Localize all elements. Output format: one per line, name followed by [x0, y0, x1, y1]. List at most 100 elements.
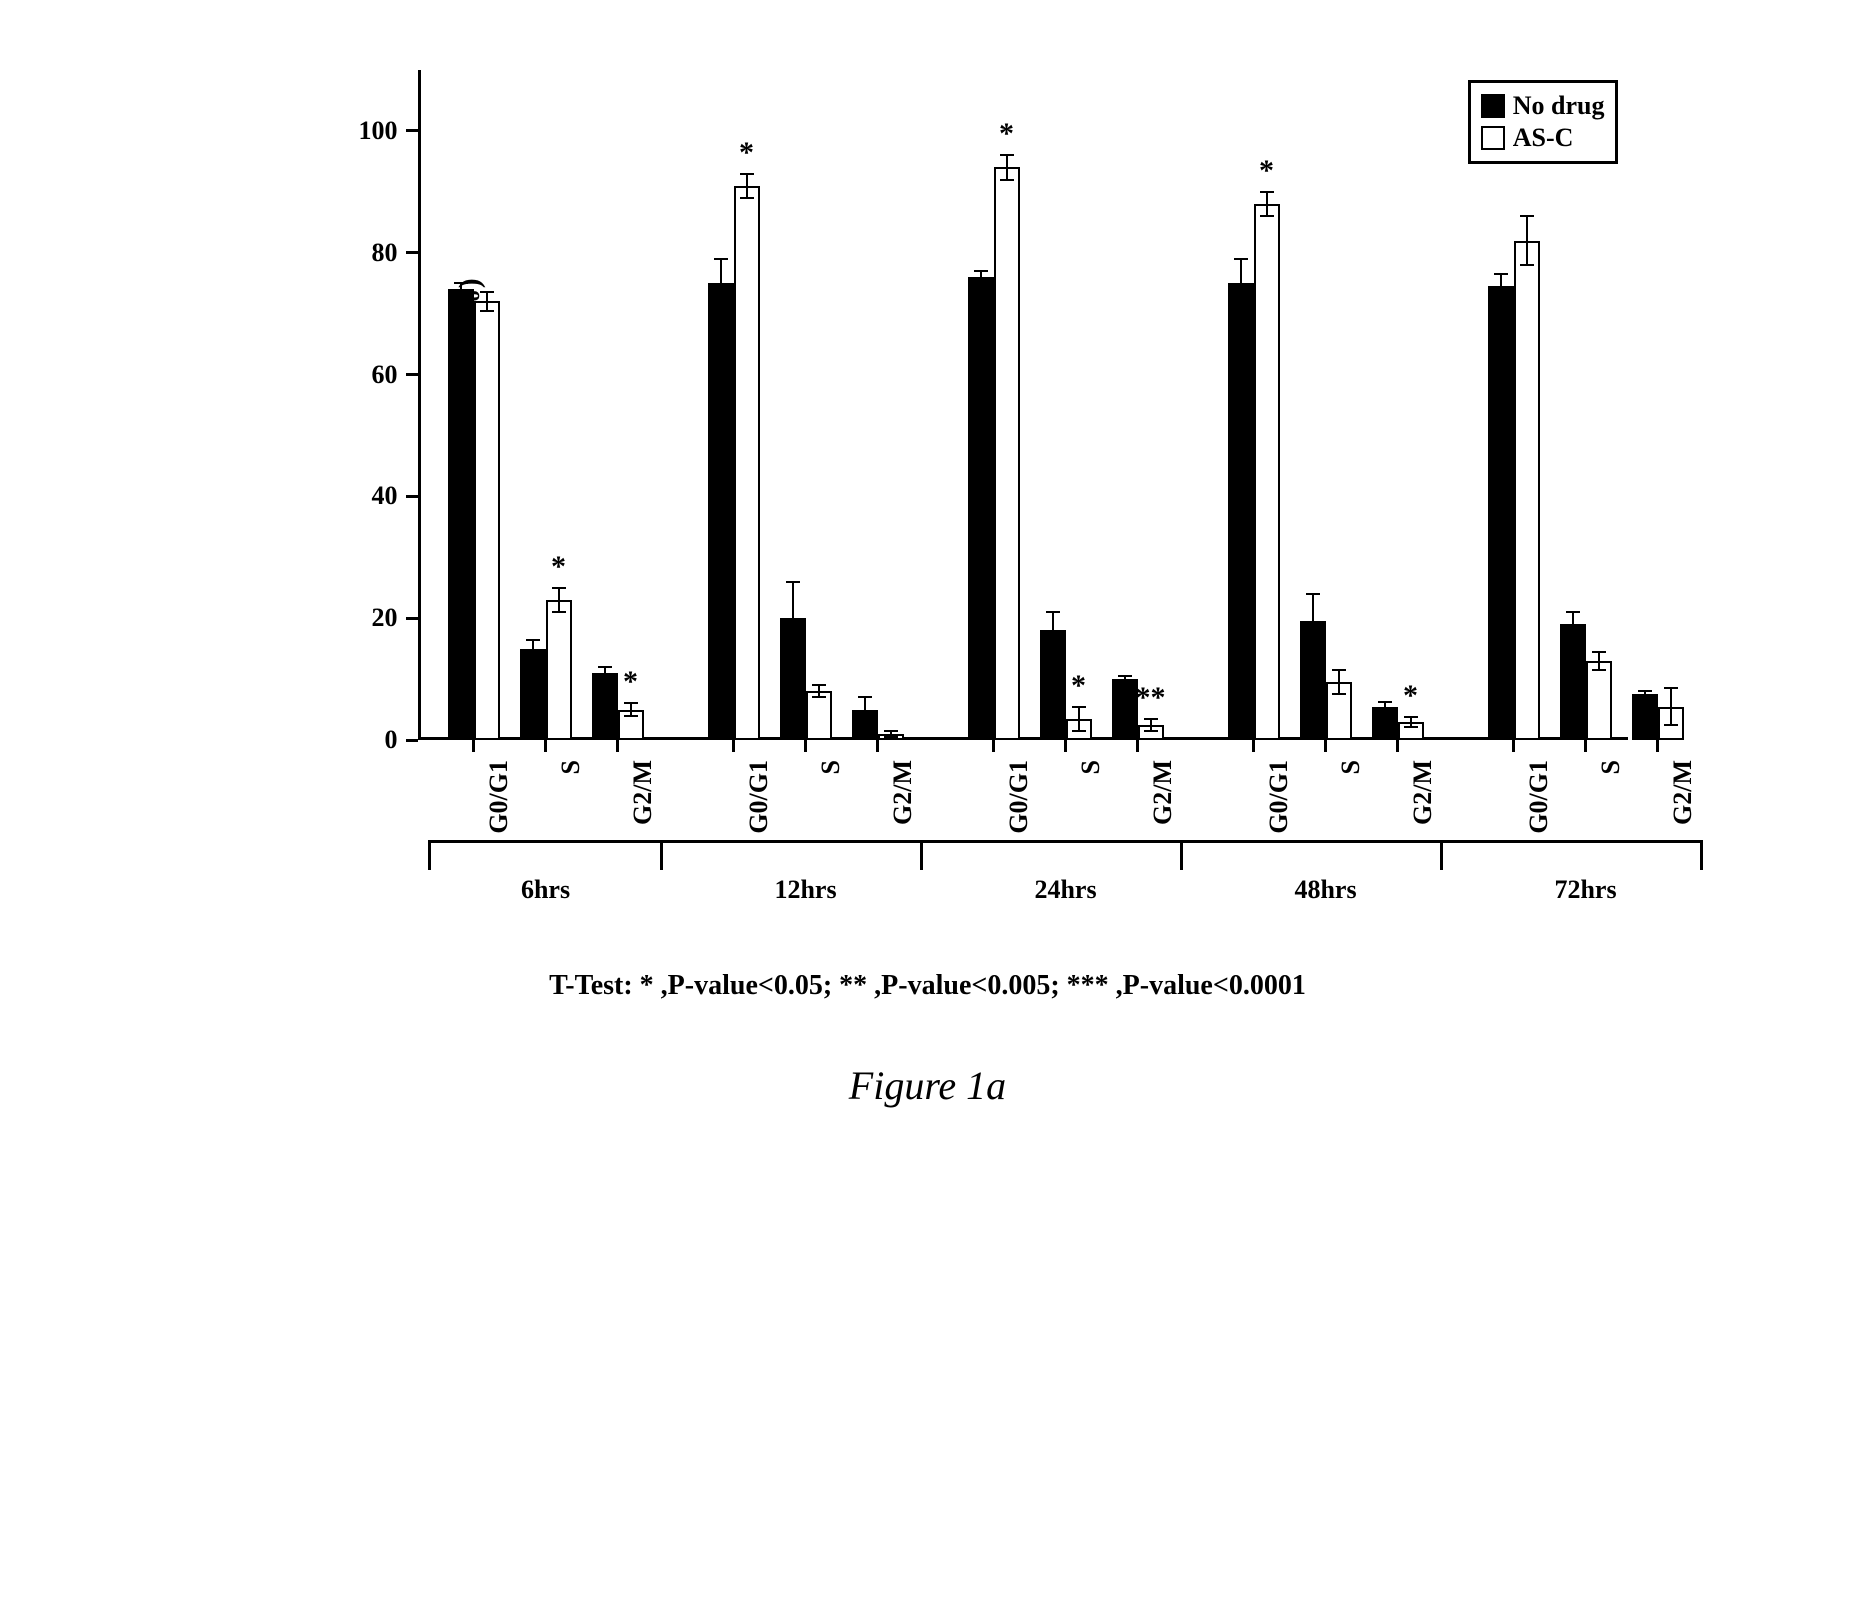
bar-asc — [546, 600, 572, 740]
x-phase-label: G0/G1 — [1524, 760, 1554, 834]
error-bar — [1572, 612, 1574, 636]
x-tick-mark — [804, 740, 807, 752]
bar-asc — [994, 167, 1020, 740]
x-tick-mark — [1512, 740, 1515, 752]
x-phase-label: S — [556, 760, 586, 774]
x-phase-label: S — [1076, 760, 1106, 774]
error-cap — [1378, 701, 1392, 703]
x-group-label: 48hrs — [1294, 875, 1356, 905]
error-cap — [1404, 716, 1418, 718]
y-tick-mark — [406, 251, 418, 254]
y-tick-mark — [406, 495, 418, 498]
error-bar — [1670, 688, 1672, 725]
x-phase-label: G0/G1 — [484, 760, 514, 834]
error-bar — [1240, 259, 1242, 308]
error-bar — [1266, 192, 1268, 216]
y-tick-label: 0 — [385, 725, 398, 755]
x-ticks: G0/G1SG2/MG0/G1SG2/MG0/G1SG2/MG0/G1SG2/M… — [418, 740, 1628, 940]
error-bar — [486, 292, 488, 310]
error-cap — [1072, 730, 1086, 732]
error-bar — [1006, 155, 1008, 179]
error-cap — [526, 639, 540, 641]
error-cap — [858, 696, 872, 698]
x-phase-label: S — [1336, 760, 1366, 774]
x-group-divider — [1180, 840, 1183, 870]
x-tick-mark — [1136, 740, 1139, 752]
legend-label-asc: AS-C — [1513, 123, 1574, 153]
error-cap — [858, 721, 872, 723]
error-cap — [1234, 307, 1248, 309]
x-group-label: 72hrs — [1554, 875, 1616, 905]
error-bar — [1078, 707, 1080, 731]
x-tick-mark — [1396, 740, 1399, 752]
error-cap — [1592, 669, 1606, 671]
bar-nodrug — [708, 283, 734, 740]
significance-marker: ** — [1136, 681, 1166, 715]
error-cap — [714, 258, 728, 260]
error-bar — [532, 640, 534, 658]
bar-asc — [806, 691, 832, 740]
error-cap — [1592, 651, 1606, 653]
error-cap — [1000, 179, 1014, 181]
error-cap — [454, 294, 468, 296]
error-bar — [792, 582, 794, 655]
error-cap — [1664, 687, 1678, 689]
error-bar — [720, 259, 722, 308]
y-tick-label: 40 — [372, 481, 398, 511]
bar-nodrug — [1488, 286, 1514, 740]
error-cap — [1378, 710, 1392, 712]
error-cap — [552, 587, 566, 589]
x-phase-label: G2/M — [1408, 760, 1438, 825]
y-tick: 20 — [348, 603, 418, 633]
t-test-caption: T-Test: * ,P-value<0.05; ** ,P-value<0.0… — [228, 970, 1628, 1002]
error-cap — [1332, 693, 1346, 695]
legend-swatch-nodrug — [1481, 94, 1505, 118]
error-cap — [1234, 258, 1248, 260]
error-cap — [526, 657, 540, 659]
y-tick-mark — [406, 373, 418, 376]
x-phase-label: S — [816, 760, 846, 774]
error-cap — [454, 282, 468, 284]
error-cap — [1144, 718, 1158, 720]
bar-nodrug — [1632, 694, 1658, 740]
y-tick: 100 — [348, 116, 418, 146]
bar-asc — [1254, 204, 1280, 740]
y-tick-label: 20 — [372, 603, 398, 633]
error-cap — [552, 611, 566, 613]
error-cap — [480, 291, 494, 293]
error-cap — [1520, 215, 1534, 217]
y-ticks: 020406080100 — [348, 70, 418, 740]
x-tick-mark — [544, 740, 547, 752]
error-bar — [1312, 594, 1314, 649]
y-tick-mark — [406, 739, 418, 742]
error-bar — [864, 697, 866, 721]
error-bar — [1598, 652, 1600, 670]
error-cap — [1118, 675, 1132, 677]
x-phase-label: G0/G1 — [744, 760, 774, 834]
legend-label-nodrug: No drug — [1513, 91, 1605, 121]
error-cap — [1046, 648, 1060, 650]
significance-marker: * — [1259, 154, 1274, 188]
error-cap — [1566, 635, 1580, 637]
x-phase-label: S — [1596, 760, 1626, 774]
x-tick-mark — [1324, 740, 1327, 752]
bar-nodrug — [968, 277, 994, 740]
bar-nodrug — [592, 673, 618, 740]
error-cap — [624, 702, 638, 704]
error-bar — [1052, 612, 1054, 649]
x-phase-label: G2/M — [1148, 760, 1178, 825]
x-phase-label: G2/M — [1668, 760, 1698, 825]
bar-asc — [1514, 241, 1540, 740]
legend: No drug AS-C — [1468, 80, 1618, 164]
bar-nodrug — [520, 649, 546, 740]
error-cap — [812, 696, 826, 698]
significance-marker: * — [999, 117, 1014, 151]
significance-marker: * — [1071, 669, 1086, 703]
error-cap — [974, 282, 988, 284]
error-cap — [1260, 191, 1274, 193]
error-bar — [1500, 274, 1502, 298]
error-bar — [1338, 670, 1340, 694]
error-cap — [598, 678, 612, 680]
error-cap — [1046, 611, 1060, 613]
significance-marker: * — [551, 550, 566, 584]
